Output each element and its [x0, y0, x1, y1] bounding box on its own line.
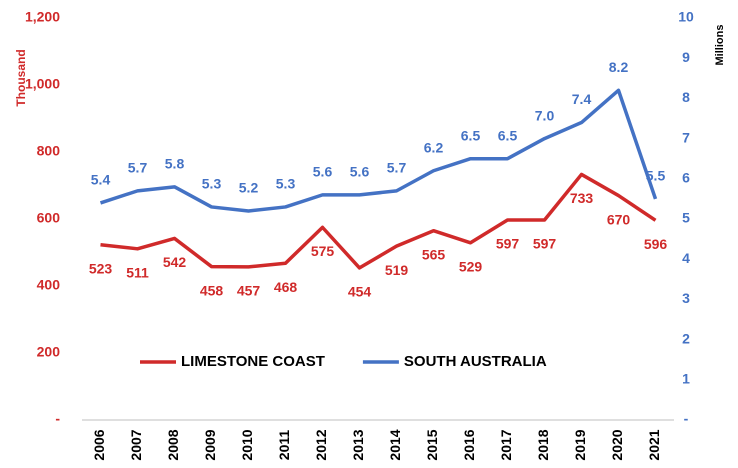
y-tick-label: 600	[37, 210, 61, 226]
y-tick-label: 400	[37, 277, 61, 293]
y2-tick-label: 2	[682, 330, 690, 346]
data-label: 6.5	[461, 127, 481, 143]
data-label: 542	[163, 254, 187, 270]
y2-axis-title: Millions	[714, 25, 726, 66]
x-tick-label: 2008	[165, 429, 181, 460]
x-tick-label: 2013	[350, 429, 366, 460]
data-label: 575	[311, 243, 335, 259]
data-label: 5.3	[202, 176, 222, 192]
y2-tick-label: 6	[682, 170, 690, 186]
x-tick-label: 2011	[276, 430, 292, 461]
data-label: 733	[570, 190, 594, 206]
data-label: 7.0	[535, 107, 555, 123]
y2-tick-label: 5	[682, 210, 690, 226]
y2-tick-label: 10	[678, 9, 694, 25]
y2-tick-label: 9	[682, 49, 690, 65]
data-label: 468	[274, 279, 298, 295]
data-label: 5.4	[91, 172, 111, 188]
y-tick-label: 800	[37, 143, 61, 159]
x-tick-label: 2017	[498, 429, 514, 460]
data-label: 519	[385, 262, 409, 278]
data-label: 7.4	[572, 91, 592, 107]
data-label: 597	[533, 236, 557, 252]
data-label: 5.6	[313, 164, 333, 180]
data-label: 597	[496, 236, 520, 252]
series-line	[100, 172, 657, 270]
y-tick-label: 1,000	[25, 76, 60, 92]
data-label: 6.5	[498, 127, 518, 143]
data-label: 596	[644, 236, 668, 252]
data-label: 5.3	[276, 176, 296, 192]
y2-tick-label: 8	[682, 89, 690, 105]
x-tick-label: 2006	[91, 429, 107, 460]
y-tick-label: -	[55, 411, 60, 427]
x-tick-label: 2009	[202, 429, 218, 460]
x-tick-label: 2014	[387, 429, 403, 460]
data-label: 454	[348, 284, 372, 300]
data-label: 458	[200, 282, 224, 298]
x-tick-label: 2012	[313, 429, 329, 460]
data-label: 5.7	[128, 160, 148, 176]
data-label: 5.7	[387, 160, 407, 176]
data-label: 6.2	[424, 139, 444, 155]
legend-label: SOUTH AUSTRALIA	[404, 353, 547, 370]
x-tick-label: 2016	[461, 429, 477, 460]
x-tick-label: 2007	[128, 429, 144, 460]
data-label: 529	[459, 258, 483, 274]
data-label: 511	[126, 265, 149, 281]
data-label: 670	[607, 211, 631, 227]
data-label: 457	[237, 283, 261, 299]
data-label: 5.5	[646, 168, 666, 184]
x-tick-label: 2020	[609, 429, 625, 460]
data-label: 5.6	[350, 164, 370, 180]
data-label: 5.2	[239, 180, 259, 196]
series-line	[99, 88, 658, 213]
y-tick-label: 1,200	[25, 9, 60, 25]
data-label: 565	[422, 246, 446, 262]
legend-label: LIMESTONE COAST	[181, 353, 325, 370]
data-label: 523	[89, 260, 113, 276]
y2-tick-label: 7	[682, 129, 690, 145]
y2-tick-label: 3	[682, 290, 690, 306]
y2-tick-label: 1	[682, 371, 690, 387]
x-tick-label: 2015	[424, 429, 440, 460]
x-tick-label: 2010	[239, 429, 255, 460]
data-label: 8.2	[609, 59, 629, 75]
data-label: 5.8	[165, 156, 185, 172]
x-tick-label: 2018	[535, 429, 551, 460]
y2-tick-label: 4	[682, 250, 690, 266]
x-tick-label: 2021	[646, 429, 662, 460]
x-tick-label: 2019	[572, 429, 588, 460]
y2-tick-label: -	[684, 411, 689, 427]
y-axis-title: Thousand	[14, 49, 28, 106]
y-tick-label: 200	[37, 344, 61, 360]
